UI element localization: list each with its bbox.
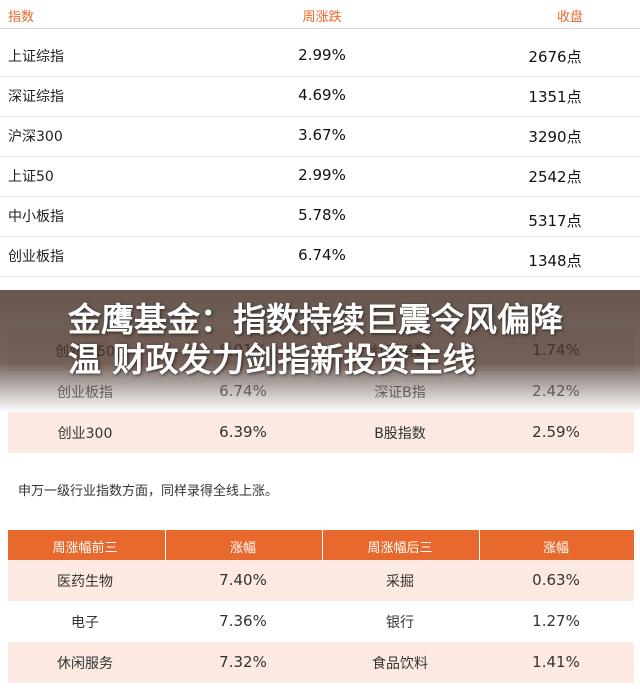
index-name: 创业板指	[8, 249, 64, 265]
row-bg	[8, 601, 634, 642]
row-bg	[8, 412, 634, 453]
bottom-cell: 休闲服务	[57, 656, 113, 672]
row-rule	[0, 276, 640, 277]
overlay-title: 金鹰基金：指数持续巨震令风偏降温 财政发力剑指新投资主线	[68, 300, 563, 379]
overlay	[0, 290, 640, 412]
bottom-cell: 7.32%	[219, 653, 267, 671]
row-rule	[0, 156, 640, 157]
bottom-cell: 电子	[71, 615, 99, 631]
weekly-change: 5.78%	[298, 206, 346, 224]
header-cell: 指数	[8, 10, 35, 25]
weekly-change: 4.69%	[298, 86, 346, 104]
index-name: 深证综指	[8, 89, 64, 105]
col-divider	[479, 530, 480, 560]
bottom-header-bg	[8, 530, 634, 560]
index-name: 上证50	[8, 169, 54, 185]
bottom-cell: 0.63%	[532, 571, 580, 589]
middle-cell: 6.39%	[219, 423, 267, 441]
row-rule	[0, 236, 640, 237]
col-divider	[322, 530, 323, 560]
row-bg	[8, 560, 634, 601]
bottom-cell: 采掘	[386, 574, 414, 590]
bottom-header-cell: 周涨幅前三	[52, 541, 118, 556]
index-name: 中小板指	[8, 209, 64, 225]
header-cell: 周涨跌	[302, 10, 342, 25]
weekly-change: 2.99%	[298, 46, 346, 64]
index-name: 上证综指	[8, 49, 64, 65]
middle-cell: 创业300	[57, 426, 113, 442]
bottom-cell: 医药生物	[57, 574, 113, 590]
header-cell: 收盘	[556, 10, 583, 25]
header-rule	[0, 28, 640, 29]
bottom-cell: 银行	[386, 615, 414, 631]
close-value: 1348点	[528, 252, 582, 270]
index-name: 沪深300	[8, 129, 63, 145]
bottom-header-cell: 涨幅	[229, 541, 256, 556]
weekly-change: 6.74%	[298, 246, 346, 264]
bottom-header-cell: 周涨幅后三	[367, 541, 433, 556]
row-rule	[0, 196, 640, 197]
close-value: 2676点	[528, 48, 582, 66]
close-value: 5317点	[528, 212, 582, 230]
bottom-cell: 1.41%	[532, 653, 580, 671]
middle-cell: B股指数	[374, 426, 426, 442]
bottom-cell: 1.27%	[532, 612, 580, 630]
bottom-header-cell: 涨幅	[542, 541, 569, 556]
weekly-change: 2.99%	[298, 166, 346, 184]
weekly-change: 3.67%	[298, 126, 346, 144]
row-bg	[8, 642, 634, 683]
close-value: 3290点	[528, 128, 582, 146]
col-divider	[165, 530, 166, 560]
close-value: 2542点	[528, 168, 582, 186]
bottom-cell: 7.36%	[219, 612, 267, 630]
row-rule	[0, 76, 640, 77]
middle-cell: 2.59%	[532, 423, 580, 441]
row-rule	[0, 116, 640, 117]
bottom-cell: 7.40%	[219, 571, 267, 589]
bottom-cell: 食品饮料	[372, 656, 428, 672]
paragraph: 申万一级行业指数方面，同样录得全线上涨。	[18, 484, 279, 499]
close-value: 1351点	[528, 88, 582, 106]
